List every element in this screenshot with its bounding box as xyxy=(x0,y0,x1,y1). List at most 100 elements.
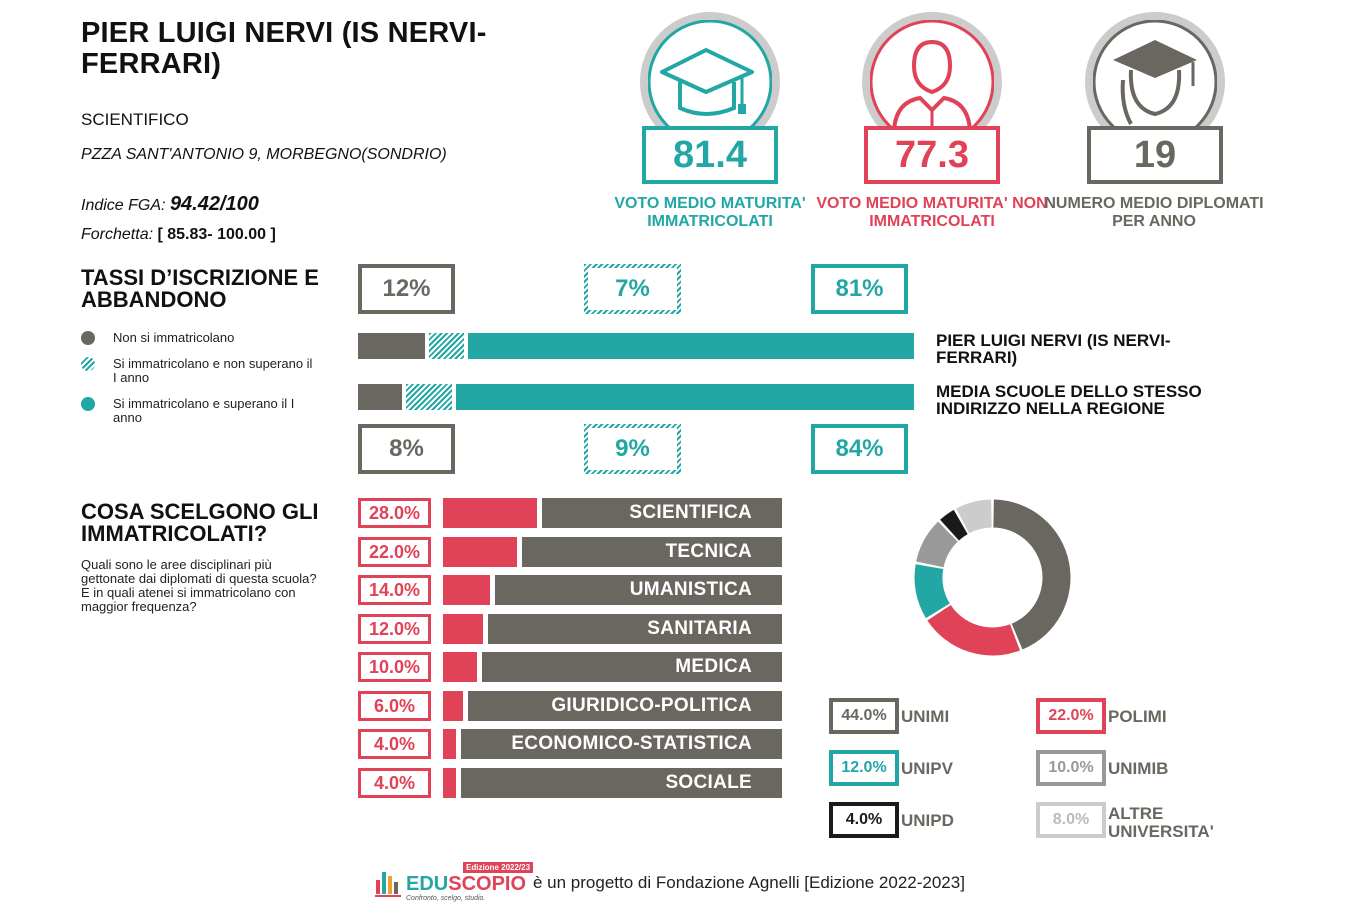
donut-slice-polimi xyxy=(927,605,1020,656)
enrollment-title: TASSI D’ISCRIZIONE E ABBANDONO xyxy=(81,265,319,312)
uni-name-label: UNIMI xyxy=(901,707,950,726)
fga-index: Indice FGA: 94.42/100 xyxy=(81,193,259,216)
fga-fork: Forchetta: [ 85.83- 100.00 ] xyxy=(81,226,276,244)
area-bar-value xyxy=(443,767,457,798)
bar-segment-enrolled-dropout xyxy=(402,384,452,410)
school-stacked-bar xyxy=(358,333,914,359)
bar-segment-not-enrolled xyxy=(358,333,425,359)
area-bar-row: SANITARIA xyxy=(443,613,782,644)
logo-bars-icon xyxy=(375,872,401,897)
kpi-value-1: 81.4 xyxy=(642,126,778,184)
legend-dot-teal-icon xyxy=(81,397,95,411)
bar-segment-enrolled-pass xyxy=(451,384,914,410)
uni-pct-box: 10.0% xyxy=(1036,750,1106,786)
area-bar-gap xyxy=(463,690,469,721)
area-pct-label: 10.0% xyxy=(358,652,431,682)
school-bar-label: PIER LUIGI NERVI (IS NERVI-FERRARI) xyxy=(936,331,1171,367)
area-bar-row: SOCIALE xyxy=(443,767,782,798)
logo-tagline: Confronto, scelgo, studio. xyxy=(406,895,486,902)
area-pct-label: 28.0% xyxy=(358,498,431,528)
kpi-value-2: 77.3 xyxy=(864,126,1000,184)
area-bar-value xyxy=(443,613,484,644)
logo-text-edu: EDU xyxy=(406,873,449,895)
kpi-label-2: VOTO MEDIO MATURITA' NON IMMATRICOLATI xyxy=(816,195,1048,230)
uni-name-label: UNIPV xyxy=(901,759,953,778)
donut-slice-unimib xyxy=(916,521,958,568)
bar-segment-not-enrolled xyxy=(358,384,403,410)
area-bar-gap xyxy=(516,536,522,567)
area-bar-value xyxy=(443,729,457,759)
area-pct-label: 4.0% xyxy=(358,729,431,759)
area-bar-row: SCIENTIFICA xyxy=(443,498,782,528)
area-bar-gap xyxy=(483,613,489,644)
area-category-label: SCIENTIFICA xyxy=(541,498,782,528)
fork-value: [ 85.83- 100.00 ] xyxy=(157,226,276,243)
page-title: PIER LUIGI NERVI (IS NERVI-FERRARI) xyxy=(81,17,487,80)
region-pct-pass: 84% xyxy=(811,424,908,474)
area-bar-row: GIURIDICO-POLITICA xyxy=(443,690,782,721)
legend-label: Si immatricolano e superano il I anno xyxy=(113,396,295,425)
school-pct-dropout: 7% xyxy=(584,264,681,314)
uni-pct-box: 4.0% xyxy=(829,802,899,838)
area-bar-value xyxy=(443,690,464,721)
logo-text: EDUSCOPIO xyxy=(406,873,526,895)
uni-name-label: ALTRE UNIVERSITA' xyxy=(1108,804,1214,841)
uni-name-label: UNIMIB xyxy=(1108,759,1169,778)
school-type: SCIENTIFICO xyxy=(81,110,189,129)
region-bar-label: MEDIA SCUOLE DELLO STESSO INDIRIZZO NELL… xyxy=(936,382,1202,418)
kpi-label-1: VOTO MEDIO MATURITA' IMMATRICOLATI xyxy=(614,195,806,230)
area-category-label: SOCIALE xyxy=(461,767,782,798)
area-bar-value xyxy=(443,498,537,528)
area-bar-gap xyxy=(476,652,482,682)
area-bar-gap xyxy=(489,575,495,605)
area-pct-label: 22.0% xyxy=(358,536,431,567)
kpi-value-3: 19 xyxy=(1087,126,1223,184)
area-pct-label: 14.0% xyxy=(358,575,431,605)
area-pct-label: 6.0% xyxy=(358,690,431,721)
area-category-label: SANITARIA xyxy=(488,613,782,644)
area-bar-value xyxy=(443,652,477,682)
fga-label: Indice FGA: xyxy=(81,197,166,214)
area-bar-row: TECNICA xyxy=(443,536,782,567)
region-pct-dropout: 9% xyxy=(584,424,681,474)
region-pct-not-enrolled: 8% xyxy=(358,424,455,474)
area-bar-value xyxy=(443,575,490,605)
uni-pct-box: 12.0% xyxy=(829,750,899,786)
bar-segment-enrolled-dropout xyxy=(424,333,464,359)
fork-label: Forchetta: xyxy=(81,226,154,243)
area-category-label: MEDICA xyxy=(481,652,782,682)
areas-description: Quali sono le aree disciplinari più gett… xyxy=(81,557,317,614)
area-bar-gap xyxy=(536,498,542,528)
area-bar-gap xyxy=(456,729,462,759)
legend-dot-gray-icon xyxy=(81,331,95,345)
area-bar-gap xyxy=(456,767,462,798)
donut-slice-unimi xyxy=(993,499,1071,650)
area-category-label: TECNICA xyxy=(521,536,782,567)
uni-pct-box: 22.0% xyxy=(1036,698,1106,734)
uni-pct-box: 8.0% xyxy=(1036,802,1106,838)
donut-slice-altre-universita- xyxy=(956,499,992,534)
edition-badge: Edizione 2022/23 xyxy=(463,862,534,873)
school-pct-pass: 81% xyxy=(811,264,908,314)
legend-label: Si immatricolano e non superano il I ann… xyxy=(113,356,313,385)
kpi-label-3: NUMERO MEDIO DIPLOMATI PER ANNO xyxy=(1044,195,1264,230)
school-address: PZZA SANT'ANTONIO 9, MORBEGNO(SONDRIO) xyxy=(81,146,447,163)
footer-text: è un progetto di Fondazione Agnelli [Edi… xyxy=(533,873,965,892)
eduscopio-logo: Edizione 2022/23 EDUSCOPIO Confronto, sc… xyxy=(375,862,535,906)
area-category-label: ECONOMICO-STATISTICA xyxy=(461,729,782,759)
area-bar-value xyxy=(443,536,517,567)
area-category-label: GIURIDICO-POLITICA xyxy=(468,690,782,721)
uni-pct-box: 44.0% xyxy=(829,698,899,734)
bar-segment-enrolled-pass xyxy=(463,333,914,359)
area-category-label: UMANISTICA xyxy=(494,575,782,605)
area-bar-row: UMANISTICA xyxy=(443,575,782,605)
area-pct-label: 4.0% xyxy=(358,767,431,798)
area-bar-row: MEDICA xyxy=(443,652,782,682)
fga-value: 94.42/100 xyxy=(169,193,259,215)
legend-label: Non si immatricolano xyxy=(113,330,235,345)
universities-donut-chart xyxy=(914,499,1071,656)
areas-title: COSA SCELGONO GLI IMMATRICOLATI? xyxy=(81,499,319,546)
donut-slice-unipd xyxy=(940,509,968,541)
school-pct-not-enrolled: 12% xyxy=(358,264,455,314)
area-pct-label: 12.0% xyxy=(358,613,431,644)
